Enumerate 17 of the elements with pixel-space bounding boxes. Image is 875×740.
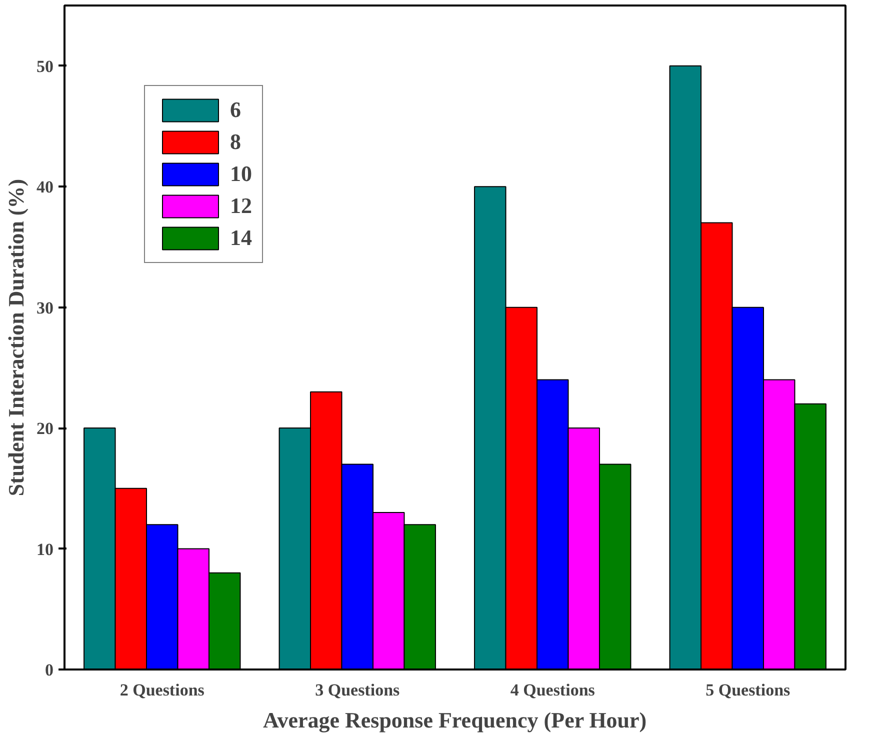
x-axis-title: Average Response Frequency (Per Hour)	[262, 708, 647, 732]
y-tick-label: 20	[36, 419, 54, 438]
x-tick-label: 4 Questions	[510, 680, 596, 700]
x-tick-label: 3 Questions	[315, 680, 400, 700]
y-tick-label: 50	[36, 56, 54, 76]
legend-label: 8	[230, 129, 242, 155]
y-tick-label: 0	[45, 660, 54, 680]
legend-label: 14	[230, 225, 252, 251]
legend-label: 6	[230, 97, 242, 123]
legend-label: 10	[230, 161, 252, 187]
x-tick-label: 2 Questions	[120, 680, 205, 700]
y-axis-title: Student Interaction Duration (%)	[4, 178, 28, 496]
y-tick-label: 30	[36, 298, 54, 318]
x-tick-label: 5 Questions	[706, 680, 791, 700]
y-tick-label: 40	[36, 178, 54, 197]
legend-label: 12	[230, 193, 252, 219]
y-tick-label: 10	[36, 540, 54, 559]
